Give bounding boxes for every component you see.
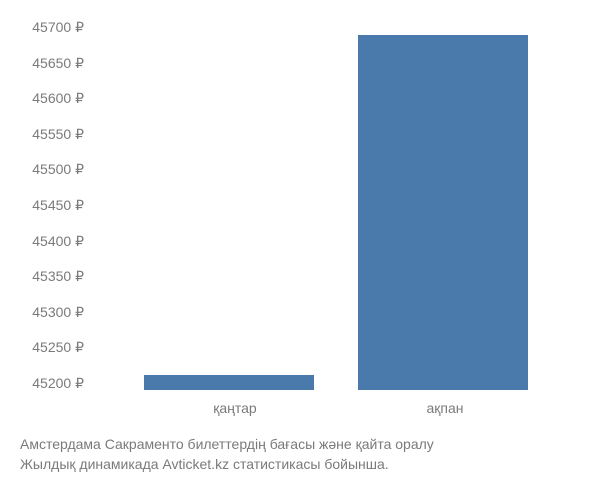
y-tick: 45400 ₽ [32, 234, 84, 248]
y-tick: 45450 ₽ [32, 198, 84, 212]
caption-line: Жылдық динамикада Avticket.kz статистика… [20, 454, 580, 474]
bar-february [358, 35, 528, 390]
y-tick: 45350 ₽ [32, 269, 84, 283]
y-tick: 45550 ₽ [32, 127, 84, 141]
x-label: қаңтар [150, 400, 320, 416]
y-tick: 45300 ₽ [32, 305, 84, 319]
y-tick: 45700 ₽ [32, 20, 84, 34]
y-tick: 45200 ₽ [32, 376, 84, 390]
plot-area: 45700 ₽ 45650 ₽ 45600 ₽ 45550 ₽ 45500 ₽ … [20, 20, 580, 390]
bars-area [92, 20, 580, 390]
y-tick: 45600 ₽ [32, 91, 84, 105]
y-tick: 45250 ₽ [32, 340, 84, 354]
x-label: ақпан [360, 400, 530, 416]
bar-january [144, 375, 314, 390]
x-axis: қаңтар ақпан [100, 390, 580, 416]
y-tick: 45500 ₽ [32, 162, 84, 176]
price-chart: 45700 ₽ 45650 ₽ 45600 ₽ 45550 ₽ 45500 ₽ … [0, 0, 600, 500]
caption-line: Амстердама Сакраменто билеттердің бағасы… [20, 434, 580, 454]
y-axis: 45700 ₽ 45650 ₽ 45600 ₽ 45550 ₽ 45500 ₽ … [20, 20, 92, 390]
chart-caption: Амстердама Сакраменто билеттердің бағасы… [20, 434, 580, 475]
y-tick: 45650 ₽ [32, 56, 84, 70]
